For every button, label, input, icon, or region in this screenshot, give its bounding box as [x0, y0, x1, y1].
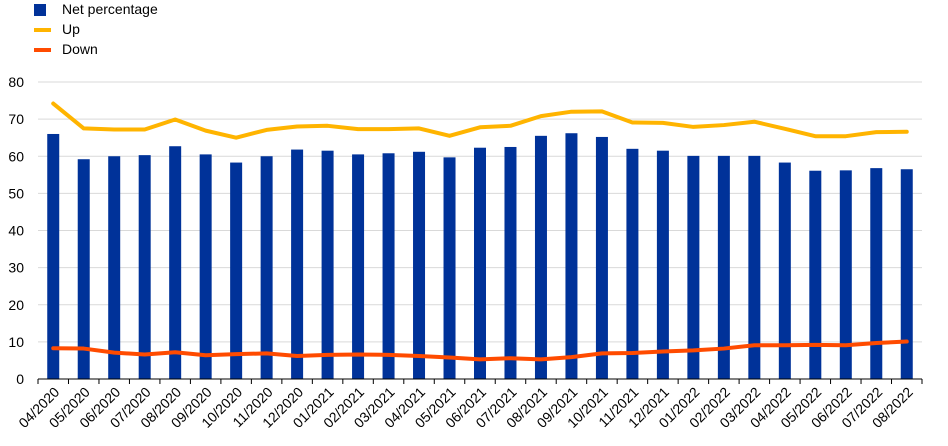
bar [108, 156, 121, 379]
bar [138, 155, 151, 379]
bar [565, 133, 578, 379]
bar [413, 151, 426, 379]
bar [748, 155, 761, 379]
legend-swatch [34, 48, 51, 52]
legend-swatch [34, 4, 46, 16]
legend-label: Up [62, 21, 80, 37]
bar [595, 136, 608, 379]
y-tick-label: 0 [16, 371, 24, 387]
y-tick-label: 80 [8, 74, 24, 90]
bar [47, 133, 60, 379]
bar [230, 162, 243, 379]
legend-swatch [34, 28, 51, 32]
bar [900, 169, 913, 379]
bar [382, 153, 395, 379]
bar [321, 150, 334, 379]
bar [534, 135, 547, 379]
legend-label: Net percentage [62, 1, 158, 17]
bar [443, 157, 456, 379]
y-tick-label: 50 [8, 185, 24, 201]
bar [504, 146, 517, 379]
bar [839, 170, 852, 379]
bar [809, 170, 822, 379]
bar [626, 148, 639, 379]
y-tick-label: 20 [8, 297, 24, 313]
bar [352, 154, 365, 379]
line-series-down [51, 339, 909, 362]
y-tick-label: 70 [8, 111, 24, 127]
bar [169, 146, 182, 379]
y-tick-label: 60 [8, 148, 24, 164]
bar [474, 147, 486, 379]
bar [260, 156, 273, 379]
bar [870, 168, 883, 379]
y-tick-label: 30 [8, 260, 24, 276]
bar [778, 162, 791, 379]
bar [291, 149, 304, 379]
y-tick-label: 10 [8, 334, 24, 350]
legend-label: Down [62, 41, 98, 57]
y-tick-label: 40 [8, 223, 24, 239]
line-series-up [51, 101, 909, 140]
bar [687, 155, 700, 379]
bar [199, 154, 212, 379]
bar [717, 155, 730, 379]
bar [77, 159, 90, 379]
bar [656, 150, 669, 379]
